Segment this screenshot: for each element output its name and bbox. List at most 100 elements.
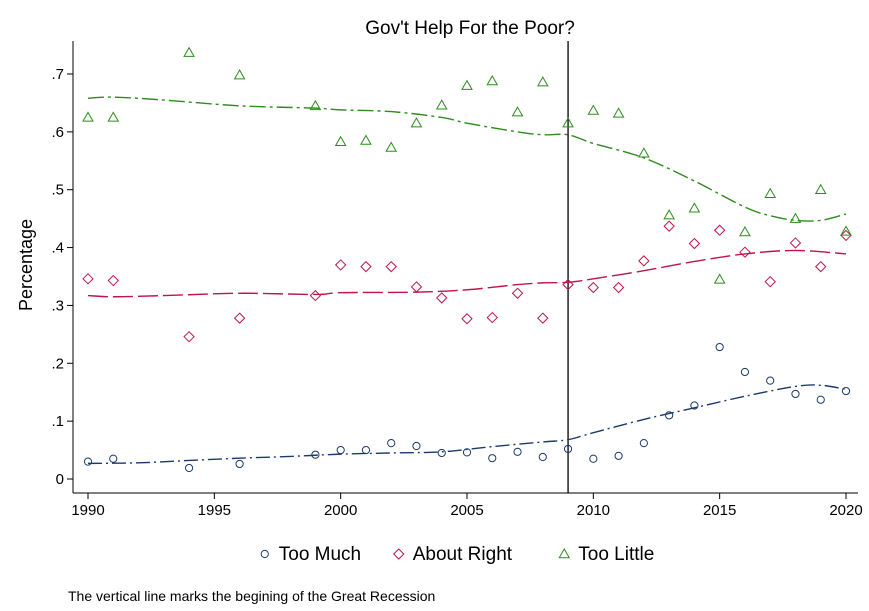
- x-tick-label: 2005: [450, 502, 483, 519]
- data-point-too-much: [361, 445, 371, 455]
- legend-label-about-right: About Right: [413, 544, 513, 565]
- data-point-too-little: [789, 212, 802, 223]
- trend-line-too-much: [87, 384, 847, 465]
- data-point-about-right: [183, 330, 195, 343]
- axes: 0 .1 .2 .3 .4 .5 .6 .7 1990 1995 2000 2005 2010 2015 2…: [51, 41, 863, 519]
- data-point-too-little: [663, 209, 675, 220]
- y-tick-label: .4: [51, 240, 64, 257]
- data-point-too-much: [109, 454, 118, 463]
- data-point-too-much: [690, 401, 699, 410]
- data-point-too-much: [387, 439, 396, 448]
- data-point-too-little: [82, 111, 94, 122]
- data-point-too-much: [184, 463, 194, 473]
- data-point-about-right: [815, 260, 827, 273]
- data-point-too-much: [639, 439, 648, 448]
- data-point-too-much: [589, 454, 598, 463]
- data-point-too-little: [183, 46, 195, 57]
- data-point-too-much: [336, 445, 345, 455]
- data-point-too-little: [233, 69, 246, 80]
- legend-label-too-much: Too Much: [279, 544, 361, 565]
- data-point-too-little: [435, 99, 448, 110]
- data-point-too-much: [488, 454, 497, 463]
- y-axis-title: Percentage: [16, 219, 36, 311]
- data-point-too-much: [462, 448, 472, 457]
- data-point-too-much: [841, 386, 851, 396]
- data-point-about-right: [840, 229, 852, 242]
- data-point-too-little: [587, 104, 600, 115]
- y-tick-label: 0: [56, 471, 64, 488]
- data-point-too-much: [614, 451, 623, 460]
- data-point-about-right: [587, 281, 600, 294]
- x-tick-label: 2000: [324, 502, 357, 519]
- data-point-too-little: [385, 141, 398, 152]
- y-tick-label: .3: [51, 297, 64, 314]
- data-point-too-little: [334, 135, 347, 146]
- data-point-about-right: [739, 246, 751, 258]
- series-too-much: [83, 342, 851, 473]
- data-point-too-little: [840, 225, 852, 236]
- chart-title: Gov't Help For the Poor?: [365, 18, 575, 39]
- data-point-too-little: [536, 76, 549, 87]
- data-point-too-little: [638, 147, 650, 158]
- data-point-about-right: [511, 287, 524, 299]
- data-point-too-much: [715, 342, 724, 352]
- data-point-about-right: [663, 220, 675, 232]
- data-point-about-right: [562, 278, 574, 291]
- data-point-too-much: [83, 457, 93, 466]
- data-point-too-much: [311, 450, 320, 459]
- legend: Too Much About Right Too Little: [260, 544, 654, 565]
- data-point-too-little: [688, 202, 701, 213]
- data-point-too-much: [791, 389, 800, 399]
- data-point-too-much: [412, 441, 421, 451]
- data-point-too-little: [764, 187, 777, 199]
- data-point-about-right: [537, 312, 549, 324]
- legend-marker-too-little: [558, 547, 571, 559]
- data-point-about-right: [461, 313, 473, 325]
- plot-area: [82, 41, 852, 493]
- data-point-too-much: [740, 367, 750, 377]
- data-point-about-right: [233, 312, 246, 324]
- data-point-about-right: [334, 259, 347, 271]
- legend-label-too-little: Too Little: [578, 544, 654, 565]
- y-tick-label: .6: [51, 124, 64, 141]
- y-tick-label: .1: [51, 413, 64, 430]
- data-point-too-little: [713, 273, 726, 284]
- data-point-about-right: [789, 237, 802, 249]
- series-about-right: [82, 220, 852, 343]
- data-point-too-much: [665, 411, 674, 420]
- x-tick-label: 1995: [198, 502, 231, 519]
- trend-line-too-little: [87, 96, 847, 222]
- data-point-too-much: [437, 448, 446, 458]
- data-point-about-right: [638, 255, 650, 267]
- data-point-too-little: [814, 183, 827, 194]
- data-point-too-little: [612, 107, 625, 118]
- data-point-about-right: [107, 274, 119, 287]
- data-point-about-right: [612, 281, 625, 294]
- x-tick-label: 2010: [577, 502, 610, 519]
- data-point-too-little: [511, 106, 524, 117]
- data-point-too-little: [486, 74, 499, 86]
- data-point-too-little: [107, 111, 120, 122]
- data-point-about-right: [82, 273, 94, 285]
- data-point-about-right: [436, 292, 448, 304]
- data-point-too-much: [816, 395, 825, 404]
- data-point-too-much: [766, 376, 775, 385]
- legend-marker-too-much: [260, 549, 269, 559]
- data-point-about-right: [713, 224, 726, 236]
- x-tick-label: 2020: [829, 502, 862, 519]
- data-point-too-little: [410, 117, 423, 128]
- chart-note: The vertical line marks the begining of …: [68, 588, 435, 604]
- data-point-too-little: [739, 225, 751, 237]
- data-point-about-right: [688, 237, 701, 250]
- data-point-too-much: [235, 459, 244, 469]
- data-point-too-much: [513, 447, 522, 456]
- data-point-too-much: [563, 444, 573, 454]
- data-point-about-right: [486, 311, 498, 324]
- data-point-too-little: [562, 117, 574, 128]
- data-point-about-right: [360, 260, 372, 273]
- y-tick-label: .2: [51, 355, 64, 372]
- data-point-about-right: [764, 276, 776, 288]
- data-point-too-little: [309, 99, 322, 111]
